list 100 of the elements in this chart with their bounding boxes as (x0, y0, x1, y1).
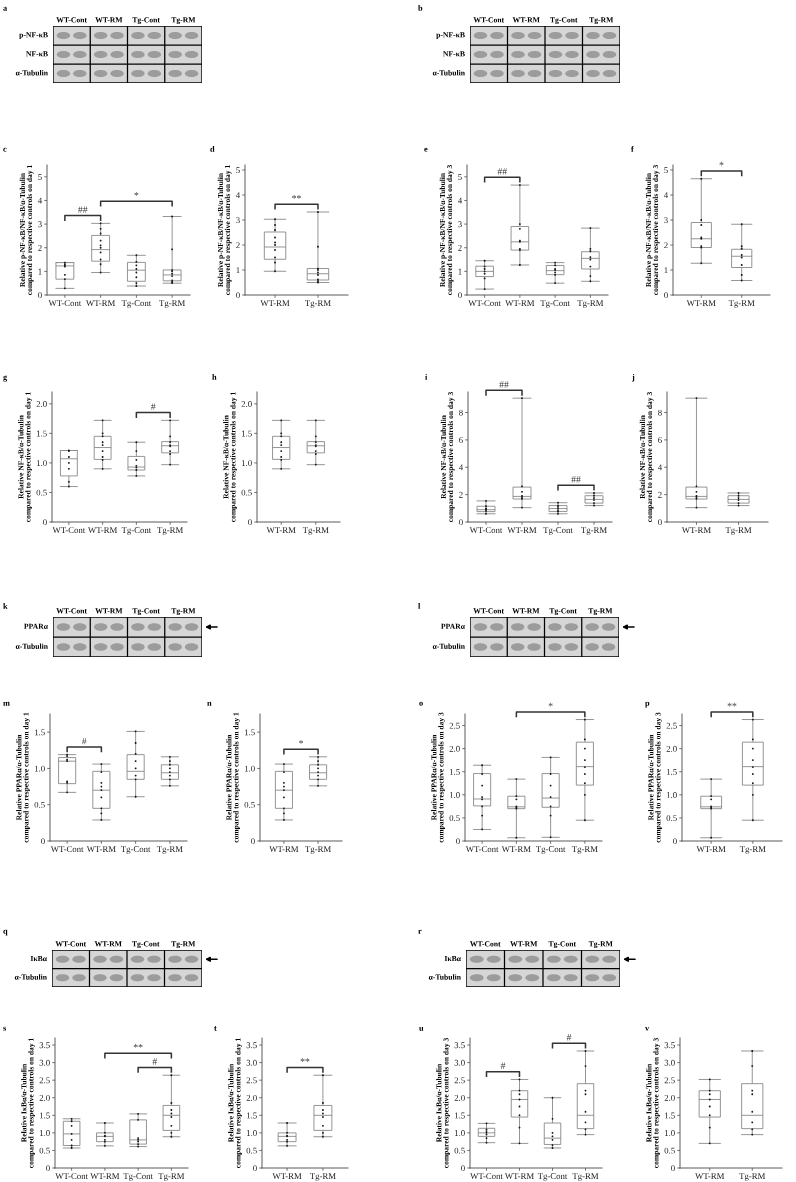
x-tick-label: Tg-Cont (123, 1173, 153, 1181)
chart-title: f (631, 145, 634, 152)
x-tick-label: Tg-RM (581, 527, 607, 535)
y-tick-label: 0 (664, 292, 668, 299)
y-tick-label: 5 (236, 167, 240, 174)
y-tick-label: 8 (459, 409, 463, 416)
chart-title: p (645, 701, 650, 708)
y-tick-label: 1.5 (449, 768, 460, 775)
x-tick-label: WT-Cont (469, 527, 503, 534)
y-tick-label: 0 (38, 292, 42, 299)
y-tick-label: 4 (235, 192, 240, 199)
chart-title: g (3, 375, 8, 382)
y-tick-label: 1.5 (666, 768, 677, 775)
y-tick-label: 1.5 (664, 1112, 675, 1119)
annotation: * (299, 740, 303, 744)
y-tick-label: 1.0 (666, 792, 677, 798)
y-tick-label: 1.0 (664, 1130, 675, 1137)
annotation: ** (133, 1044, 143, 1048)
y-tick-label: 2.5 (666, 722, 677, 729)
y-tick-label: 0 (251, 838, 255, 845)
y-tick-label: 3.0 (246, 1059, 257, 1066)
x-tick-label: WT-RM (86, 846, 116, 853)
y-tick-label: 0 (673, 838, 677, 845)
y-tick-label: 4 (457, 197, 462, 204)
annotation: # (566, 1034, 572, 1041)
y-tick-label: 1.0 (36, 460, 47, 467)
x-tick-label: WT-Cont (468, 300, 501, 307)
y-tick-label: 0 (43, 519, 47, 526)
x-tick-label: WT-RM (85, 300, 116, 307)
text: k (3, 603, 8, 609)
x-tick-label: Tg-Cont (121, 527, 152, 535)
y-tick-label: 3.0 (664, 1059, 675, 1066)
x-tick-label: WT-RM (260, 300, 290, 307)
y-tick-label: 2.0 (241, 401, 252, 407)
x-tick-label: WT-RM (272, 1173, 302, 1180)
text: a (3, 6, 8, 11)
annotation: ## (571, 476, 581, 483)
chart-title: i (425, 374, 428, 380)
y-tick-label: 1.5 (454, 1112, 465, 1119)
y-tick-label: 1.5 (39, 1112, 50, 1119)
text: r (418, 929, 422, 934)
y-tick-label: 6 (459, 437, 463, 444)
y-tick-label: 1.5 (34, 729, 45, 736)
y-tick-label: 1.5 (244, 729, 255, 736)
y-tick-label: 3.0 (39, 1059, 50, 1066)
x-tick-label: Tg-RM (571, 846, 598, 854)
y-tick-label: 1.5 (246, 1112, 257, 1119)
y-tick-label: 1.0 (39, 1130, 50, 1137)
x-tick-label: WT-Cont (55, 1173, 88, 1180)
y-tick-label: 0.5 (241, 489, 252, 496)
y-tick-label: 0 (46, 1165, 50, 1172)
y-tick-label: 0 (41, 838, 45, 845)
y-tick-label: 0.5 (449, 815, 460, 822)
x-tick-label: Tg-RM (725, 527, 752, 535)
annotation: # (152, 1058, 157, 1065)
x-tick-label: WT-RM (507, 527, 537, 534)
y-tick-label: 5 (664, 167, 668, 174)
y-tick-label: 1.0 (244, 765, 255, 772)
x-tick-label: Tg-Cont (543, 527, 573, 535)
x-tick-label: WT-RM (504, 1173, 534, 1180)
y-tick-label: 3.0 (454, 1059, 465, 1066)
y-tick-label: 0 (658, 519, 662, 526)
y-tick-label: 0 (248, 519, 252, 526)
y-tick-label: 3.5 (246, 1042, 257, 1049)
y-tick-label: 0 (671, 1165, 675, 1172)
y-tick-label: 1.0 (241, 460, 252, 467)
y-tick-label: 1.0 (454, 1130, 465, 1137)
y-tick-label: 3.5 (664, 1042, 675, 1049)
text: ** (727, 702, 737, 707)
x-tick-label: Tg-Cont (537, 1173, 568, 1181)
y-tick-label: 2 (458, 244, 462, 251)
y-tick-label: 1.0 (34, 765, 45, 772)
chart-title: e (424, 147, 428, 152)
y-tick-label: 0 (458, 292, 462, 299)
x-tick-label: WT-Cont (470, 1173, 503, 1180)
y-tick-label: 2.5 (246, 1077, 257, 1084)
y-tick-label: 2.0 (664, 1094, 675, 1101)
x-tick-label: Tg-RM (577, 300, 604, 308)
y-tick-label: 1.0 (246, 1130, 257, 1137)
x-tick-label: WT-RM (501, 846, 531, 853)
x-tick-label: WT-Cont (465, 846, 499, 853)
chart-title: h (212, 374, 217, 380)
y-tick-label: 4 (657, 464, 662, 471)
x-tick-label: Tg-RM (728, 300, 755, 308)
y-tick-label: 3 (664, 217, 668, 224)
y-tick-label: 0.5 (34, 801, 45, 808)
y-tick-label: 0.5 (664, 1147, 675, 1154)
text: q (3, 929, 8, 936)
y-tick-label: 0 (461, 1165, 465, 1172)
y-tick-label: 2 (236, 242, 240, 249)
y-tick-label: 2.0 (36, 401, 47, 407)
annotation: ## (78, 206, 88, 213)
chart-title: o (419, 701, 423, 706)
y-tick-label: 0.5 (454, 1147, 465, 1154)
chart-title: t (214, 1026, 217, 1031)
y-tick-label: 1 (664, 267, 668, 274)
chart-title: v (645, 1026, 650, 1031)
annotation: * (134, 192, 139, 196)
y-tick-label: 2 (459, 491, 463, 498)
y-tick-label: 4 (458, 464, 463, 471)
